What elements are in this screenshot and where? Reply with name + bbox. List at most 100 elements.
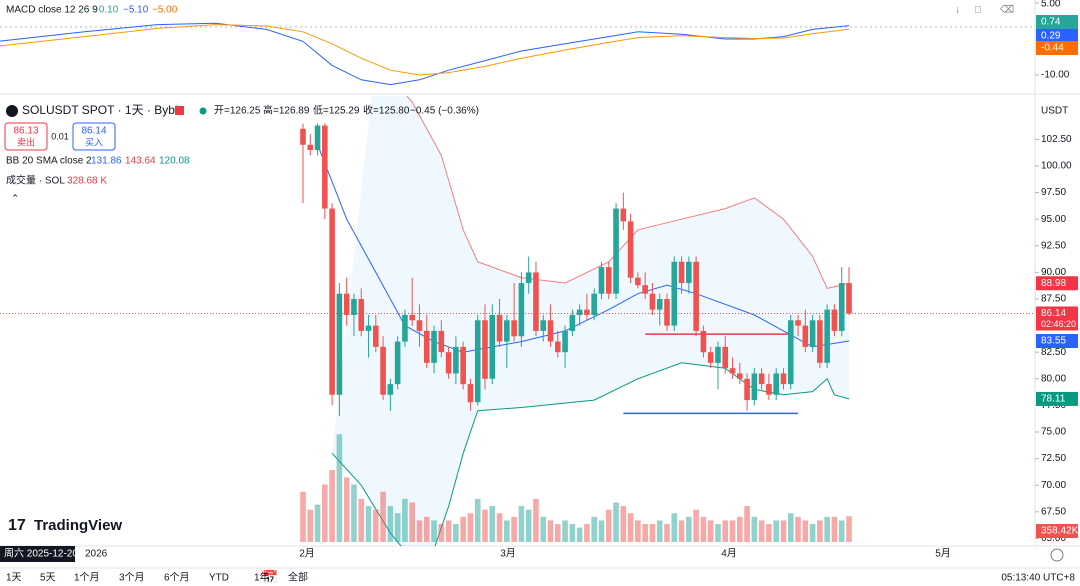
candle-body — [729, 368, 736, 374]
volume-bar — [831, 516, 838, 542]
volume-bar — [584, 524, 590, 542]
y-tick-label: 97.50 — [1041, 187, 1066, 198]
flag[interactable] — [175, 106, 184, 115]
logo-mark: 17 — [8, 517, 26, 534]
macd-tag: -0.44 — [1041, 43, 1064, 54]
candle-body — [343, 293, 350, 315]
range-button[interactable]: 3个月 — [119, 572, 145, 584]
volume-bar — [540, 516, 547, 542]
volume-bar — [693, 509, 699, 542]
macd-line — [0, 24, 850, 76]
candle-body — [533, 272, 539, 331]
volume-bar — [358, 498, 365, 542]
range-button[interactable]: 1天 — [6, 573, 22, 584]
buy-button[interactable]: 86.14 买入 — [72, 122, 116, 151]
range-button[interactable]: 1年 — [254, 571, 270, 584]
volume-bar — [613, 502, 619, 542]
candle-body — [467, 384, 474, 403]
icon[interactable]: □ — [975, 5, 981, 16]
buy-label[interactable]: 买入 — [85, 137, 103, 147]
volume-bar — [416, 520, 423, 542]
volume-bar — [423, 516, 430, 542]
volume-bar — [635, 520, 641, 542]
range-button[interactable]: 6个月 — [164, 572, 190, 584]
y-tick-label: 72.50 — [1041, 453, 1066, 464]
volume-bar — [715, 524, 721, 542]
buy-price[interactable]: 86.14 — [81, 126, 106, 137]
range-button[interactable]: YTD — [209, 573, 229, 584]
volume-bar — [787, 513, 794, 542]
sell-box[interactable] — [4, 122, 48, 151]
candle-body — [431, 330, 437, 363]
axis-unit: USDT — [1041, 106, 1068, 117]
macd-pane — [0, 22, 1035, 86]
range-button[interactable]: 1个月 — [74, 572, 100, 584]
volume-bar — [555, 524, 561, 542]
date-tag: 周六 2025-12-20 — [4, 548, 78, 560]
volume-bar — [322, 484, 328, 542]
candle-body — [504, 320, 510, 342]
volume-bar — [300, 491, 306, 542]
macd-title: MACD close 12 26 9 — [6, 5, 98, 16]
toolbar-icons[interactable]: ↓ □ ⌫ — [955, 5, 1014, 16]
price-tag-box — [1036, 334, 1078, 349]
volume-bar — [766, 524, 772, 542]
volume-bar — [402, 498, 408, 542]
candle-body — [562, 330, 568, 353]
candle-body — [766, 384, 772, 395]
volume-bar — [562, 520, 568, 542]
volume-bar — [569, 524, 576, 542]
candle-body — [569, 314, 576, 331]
ohlc: −0.45 (−0.36%) — [410, 106, 479, 117]
candle-body — [831, 309, 838, 331]
sell-label[interactable]: 卖出 — [17, 136, 35, 147]
macd-tick-label: -10.00 — [1041, 70, 1070, 81]
buy-box[interactable] — [72, 122, 116, 151]
candle-body — [460, 346, 466, 385]
price-tag-box — [1036, 391, 1078, 406]
sell-button[interactable]: 86.13 卖出 — [4, 122, 48, 151]
volume-tag-box — [1036, 524, 1078, 538]
volume-bar — [598, 520, 605, 542]
volume-bar — [642, 524, 648, 542]
volume-bar — [605, 509, 612, 542]
volume-bar — [525, 509, 532, 542]
bb-fill — [332, 96, 849, 546]
icon[interactable]: ↓ — [955, 5, 960, 16]
volume-bar — [686, 516, 692, 542]
y-tick-label: 90.00 — [1041, 267, 1066, 278]
range-button[interactable]: 5天 — [40, 573, 56, 584]
candle-body — [758, 373, 765, 385]
volume-bar — [795, 516, 801, 542]
candle-body — [387, 384, 394, 395]
volume-bar — [445, 520, 452, 542]
range-button[interactable]: 全部 — [288, 571, 308, 584]
bb-line — [406, 96, 850, 289]
candle-body — [438, 330, 445, 353]
candle-body — [693, 261, 699, 331]
candle-body — [627, 221, 634, 278]
date-range-icon[interactable]: 📅 — [262, 569, 278, 584]
candle-body — [525, 272, 532, 284]
icon[interactable]: ⌫ — [1000, 5, 1014, 16]
symbol[interactable]: SOLUSDT SPOT · 1天 · Bybit — [22, 103, 182, 117]
candle-body — [751, 373, 758, 401]
candle-body — [613, 208, 619, 294]
macd-value: −5.10 — [123, 5, 149, 16]
y-tick-label: 70.00 — [1041, 480, 1066, 491]
candle-body — [656, 299, 663, 310]
price-tag: 86.14 — [1041, 308, 1066, 319]
volume-bar — [365, 506, 372, 542]
settings-icon[interactable] — [1050, 548, 1064, 562]
candle-body — [402, 314, 408, 342]
candle-body — [802, 325, 809, 347]
volume-bar — [758, 520, 765, 542]
candle-body — [380, 346, 386, 395]
sell-price[interactable]: 86.13 — [13, 126, 38, 137]
price-tag: 88.98 — [1041, 278, 1066, 289]
volume-bar — [722, 520, 729, 542]
candle-body — [576, 309, 583, 315]
collapse-icon[interactable]: ⌃ — [11, 194, 19, 205]
